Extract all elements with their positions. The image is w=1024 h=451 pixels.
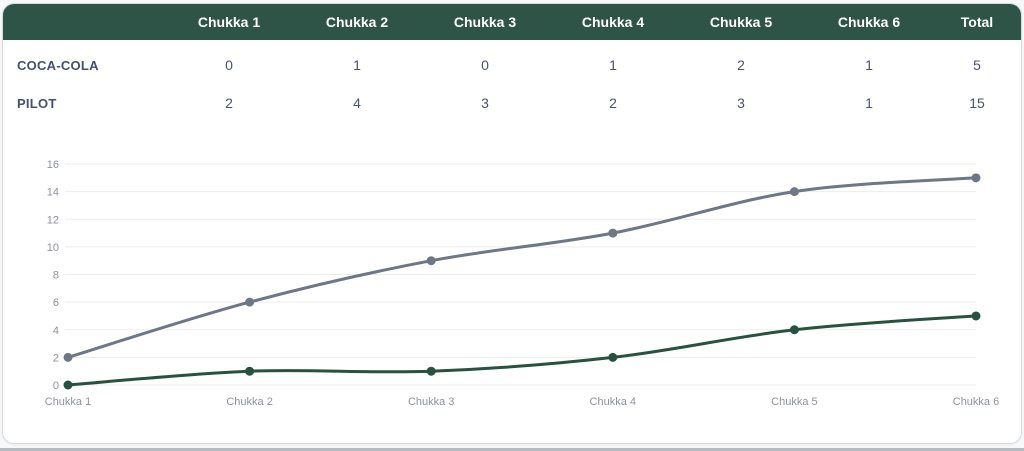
team-column-header: [3, 4, 165, 40]
data-point-pilot: [63, 352, 73, 362]
x-axis-tick-label: Chukka 4: [590, 396, 636, 408]
column-header-chukka-4: Chukka 4: [581, 14, 645, 30]
data-point-coca-cola: [789, 325, 799, 335]
y-axis-tick-label: 10: [47, 242, 59, 254]
data-point-coca-cola: [245, 366, 255, 376]
score-table-body: COCA-COLA 0 1 0 1 2 1 5 PILOT 2 4 3 2 3 1 15: [3, 40, 1021, 124]
column-header-chukka-1: Chukka 1: [197, 14, 261, 30]
x-axis-tick-label: Chukka 1: [45, 396, 91, 408]
score-cell: 1: [353, 57, 361, 73]
y-axis-tick-label: 6: [53, 297, 59, 309]
score-cell: 1: [609, 57, 617, 73]
column-header-chukka-5: Chukka 5: [709, 14, 773, 30]
series-line-coca-cola: [66, 314, 978, 387]
score-cell: 3: [737, 95, 745, 111]
y-axis-tick-label: 8: [53, 270, 59, 282]
score-progression-chart: 0 2 4 6 8 10 12 14 16 Chukka 1 Chukka 2 Chukka 3 Chu…: [45, 159, 999, 408]
x-axis-tick-label: Chukka 5: [771, 396, 817, 408]
table-header-row: Chukka 1 Chukka 2 Chukka 3 Chukka 4 Chukka 5…: [3, 4, 1021, 40]
total-cell: 15: [969, 95, 985, 111]
y-axis-tick-label: 16: [47, 159, 59, 171]
y-axis-tick-label: 12: [47, 214, 59, 226]
data-point-pilot: [789, 187, 799, 197]
score-cell: 0: [225, 57, 233, 73]
data-point-coca-cola: [608, 352, 618, 362]
score-cell: 0: [481, 57, 489, 73]
data-point-coca-cola: [63, 380, 73, 390]
bottom-divider: [0, 448, 1024, 451]
table-row-pilot: PILOT 2 4 3 2 3 1 15: [3, 82, 1021, 124]
table-row-coca-cola: COCA-COLA 0 1 0 1 2 1 5: [3, 40, 1021, 82]
score-table: Chukka 1 Chukka 2 Chukka 3 Chukka 4 Chukka 5…: [3, 4, 1021, 124]
column-header-chukka-2: Chukka 2: [325, 14, 389, 30]
y-axis-tick-label: 2: [53, 352, 59, 364]
score-cell: 3: [481, 95, 489, 111]
x-axis-tick-label: Chukka 3: [408, 396, 454, 408]
x-axis-tick-label: Chukka 6: [953, 396, 999, 408]
data-point-coca-cola: [426, 366, 436, 376]
series-line-pilot: [66, 176, 978, 359]
total-cell: 5: [973, 57, 981, 73]
data-point-pilot: [245, 297, 255, 307]
score-table-head: Chukka 1 Chukka 2 Chukka 3 Chukka 4 Chukka 5…: [3, 4, 1021, 40]
x-axis-tick-label: Chukka 2: [226, 396, 272, 408]
team-name: COCA-COLA: [17, 57, 99, 73]
team-name: PILOT: [17, 95, 57, 111]
y-axis-tick-label: 0: [53, 380, 59, 392]
score-cell: 2: [609, 95, 617, 111]
score-cell: 1: [865, 57, 873, 73]
column-header-chukka-6: Chukka 6: [837, 14, 901, 30]
data-point-pilot: [608, 228, 618, 238]
score-cell: 2: [737, 57, 745, 73]
score-cell: 4: [353, 95, 361, 111]
column-header-chukka-3: Chukka 3: [453, 14, 517, 30]
y-axis-tick-label: 4: [53, 325, 59, 337]
score-cell: 2: [225, 95, 233, 111]
y-axis-tick-label: 14: [47, 187, 59, 199]
data-point-pilot: [426, 256, 436, 266]
scoreboard-card: Chukka 1 Chukka 2 Chukka 3 Chukka 4 Chukka 5…: [2, 3, 1022, 444]
score-cell: 1: [865, 95, 873, 111]
data-point-coca-cola: [971, 311, 981, 321]
data-point-pilot: [971, 173, 981, 183]
column-header-total: Total: [960, 14, 994, 30]
